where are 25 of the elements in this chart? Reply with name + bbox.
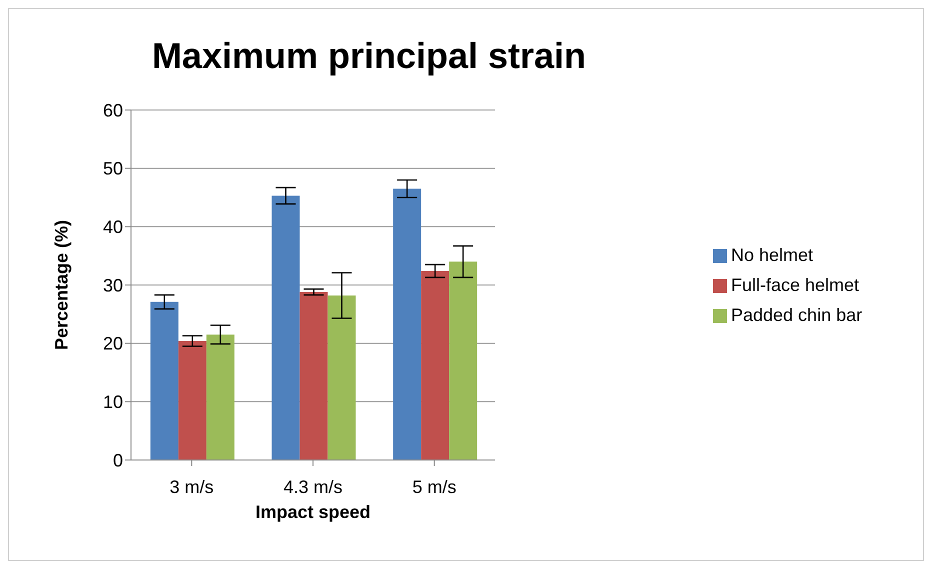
bar [206, 334, 234, 460]
y-tick-label: 20 [102, 334, 123, 354]
y-tick-label: 60 [102, 100, 123, 120]
y-tick-label: 0 [112, 450, 123, 470]
bar [421, 271, 450, 460]
x-tick-label: 4.3 m/s [283, 476, 343, 497]
bar [393, 188, 422, 460]
legend-label: No helmet [731, 244, 814, 264]
x-tick-label: 3 m/s [170, 476, 214, 497]
y-tick-label: 40 [102, 217, 123, 238]
legend-label: Full-face helmet [731, 274, 860, 294]
chart-title: Maximum principal strain [150, 35, 588, 77]
legend-label: Padded chin bar [731, 304, 862, 324]
bar [328, 296, 356, 460]
bar [272, 196, 300, 460]
y-tick-label: 30 [102, 275, 123, 296]
y-tick-label: 10 [102, 392, 123, 412]
x-axis-title: Impact speed [255, 502, 371, 522]
bar [150, 302, 178, 460]
x-tick-label: 5 m/s [412, 476, 456, 497]
bar [449, 262, 478, 460]
bar [178, 341, 206, 460]
bar [300, 292, 328, 460]
y-axis-title: Percentage (%) [51, 220, 72, 350]
y-tick-label: 50 [102, 158, 123, 179]
